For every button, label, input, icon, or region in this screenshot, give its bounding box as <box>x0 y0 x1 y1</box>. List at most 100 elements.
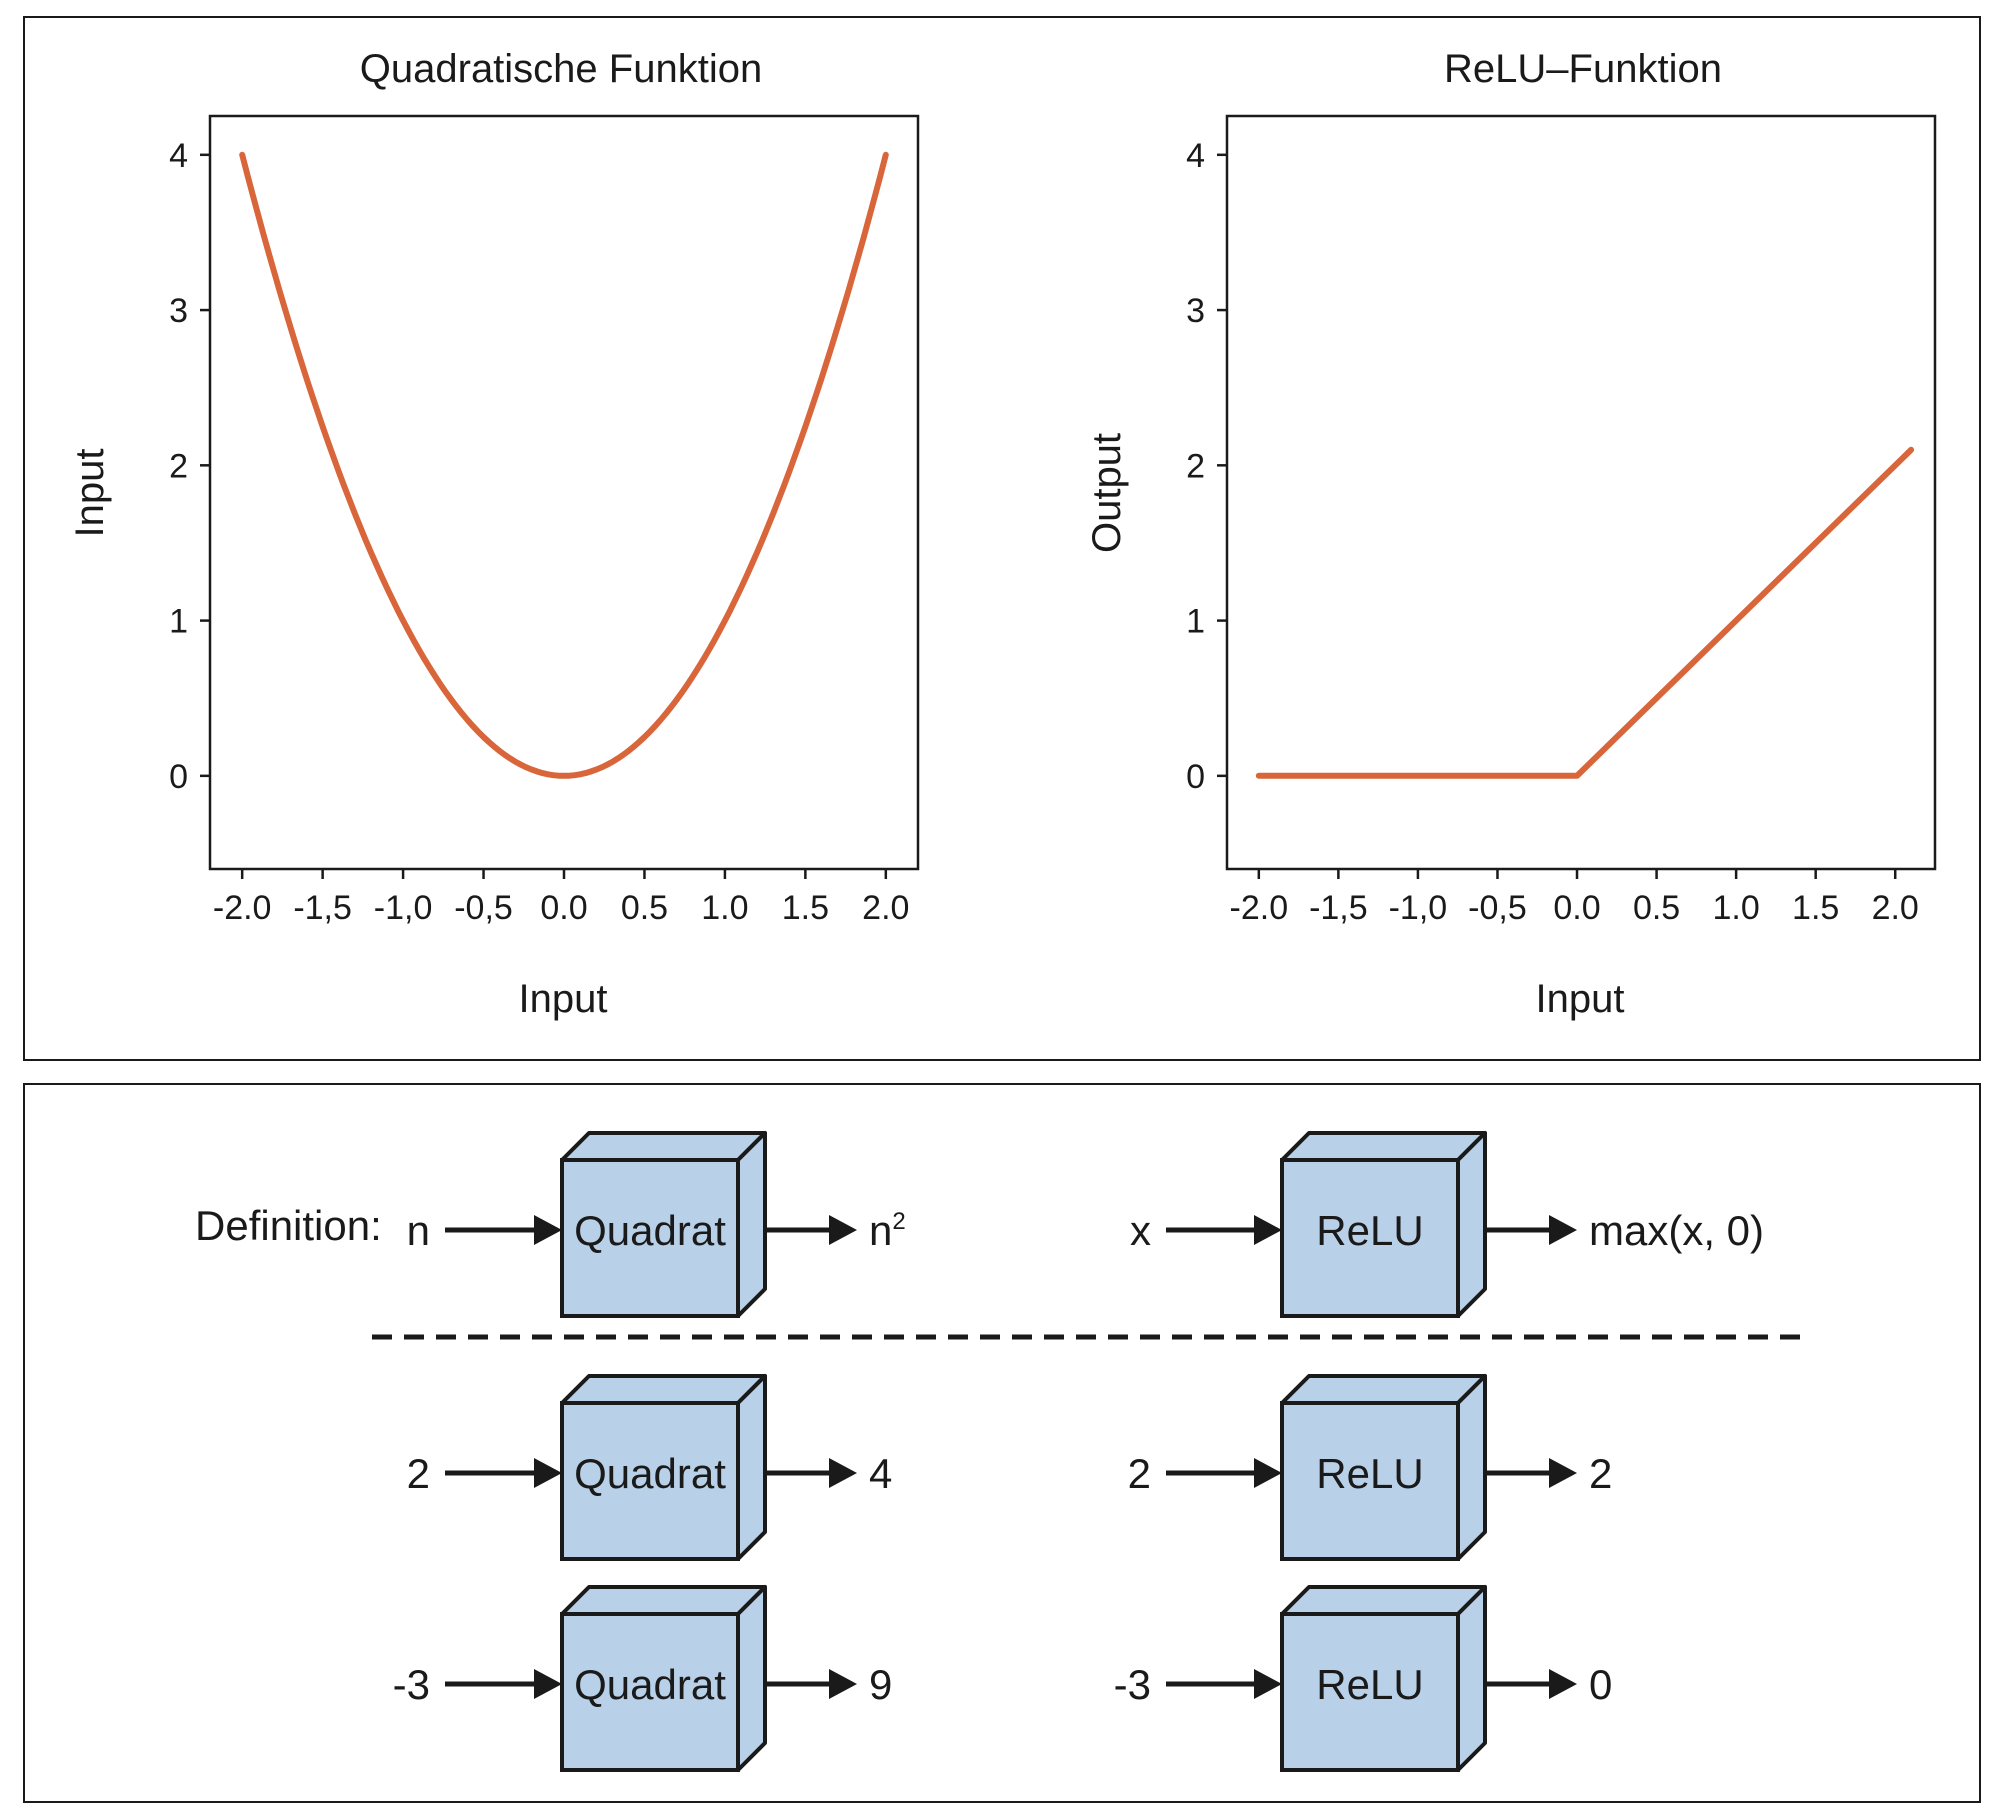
quadrat-box <box>560 1401 740 1561</box>
chart-quadratic-ytick-label: 1 <box>169 603 188 641</box>
chart-quadratic-ytick-label: 4 <box>169 137 188 175</box>
quadrat-box <box>560 1158 740 1318</box>
relu-output-arrowhead <box>1549 1215 1577 1245</box>
chart-quadratic-xtick-label: 0.5 <box>621 889 668 927</box>
chart-quadratic-ticks: -2.0 -1,5 -1,0 -0,5 0.0 0.5 1.0 1.5 2.0 0 1 2 3 4 <box>169 137 909 927</box>
relu-row-2: -3 ReLU 0 <box>1114 1585 1612 1772</box>
chart-relu-ytick-label: 1 <box>1186 603 1205 641</box>
function-diagram: Definition: n Quadrat n22 Quadrat 4-3 Quadrat… <box>195 1131 1812 1772</box>
quadrat-output-arrowhead <box>829 1215 857 1245</box>
chart-quadratic-ytick-label: 2 <box>169 447 188 485</box>
quadrat-output-arrowhead <box>829 1458 857 1488</box>
quadrat-input-arrowhead <box>534 1458 562 1488</box>
relu-box <box>1280 1612 1460 1772</box>
chart-quadratic-title: Quadratische Funktion <box>360 47 762 91</box>
chart-quadratic-xtick-label: -0,5 <box>454 889 513 927</box>
quadrat-input-arrowhead <box>534 1215 562 1245</box>
relu-box-label: ReLU <box>1316 1207 1423 1254</box>
diagram-panel <box>23 1083 1981 1803</box>
chart-relu-xtick-label: 1.0 <box>1712 889 1759 927</box>
chart-relu-xtick-label: 0.0 <box>1553 889 1600 927</box>
relu-box-label: ReLU <box>1316 1661 1423 1708</box>
quadrat-row-0: n Quadrat n2 <box>407 1131 906 1318</box>
quadrat-output-arrowhead <box>829 1669 857 1699</box>
relu-output-arrowhead <box>1549 1669 1577 1699</box>
chart-quadratic-ylabel: Input <box>68 449 112 538</box>
quadrat-output-superscript: 2 <box>892 1208 905 1235</box>
chart-quadratic-line <box>239 151 889 779</box>
quadrat-output-label: n2 <box>869 1207 906 1254</box>
relu-row-1: 2 ReLU 2 <box>1128 1374 1612 1561</box>
quadrat-output-label: 4 <box>869 1450 892 1497</box>
charts-panel <box>23 16 1981 1061</box>
quadrat-box-side <box>736 1374 767 1561</box>
chart-relu-xtick-label: 0.5 <box>1633 889 1680 927</box>
chart-quadratic-xtick-label: -2.0 <box>213 889 272 927</box>
chart-relu-xtick-label: 2.0 <box>1872 889 1919 927</box>
relu-output-label: 0 <box>1589 1661 1612 1708</box>
chart-quadratic-xtick-label: 0.0 <box>540 889 587 927</box>
relu-box-top <box>1280 1374 1487 1405</box>
relu-box-side <box>1456 1374 1487 1561</box>
quadrat-box-label: Quadrat <box>574 1661 726 1708</box>
chart-relu-ytick-label: 3 <box>1186 292 1205 330</box>
relu-box-label: ReLU <box>1316 1450 1423 1497</box>
quadrat-box-top <box>560 1585 767 1616</box>
chart-quadratic: Quadratische Funktion -2.0 -1,5 -1,0 -0,5 0.… <box>68 47 920 1021</box>
quadrat-row-2: -3 Quadrat 9 <box>393 1585 892 1772</box>
chart-relu-frame <box>1225 114 1937 871</box>
chart-quadratic-xtick-label: 1.5 <box>782 889 829 927</box>
relu-box-top <box>1280 1585 1487 1616</box>
quadrat-box-top <box>560 1131 767 1162</box>
relu-output-label: 2 <box>1589 1450 1612 1497</box>
relu-input-arrowhead <box>1254 1215 1282 1245</box>
quadrat-row-1: 2 Quadrat 4 <box>407 1374 892 1561</box>
quadrat-box-top <box>560 1374 767 1405</box>
chart-relu-ylabel: Output <box>1085 433 1129 553</box>
relu-row-0: x ReLU max(x, 0) <box>1130 1131 1764 1318</box>
chart-relu-title: ReLU–Funktion <box>1444 47 1722 91</box>
chart-relu-ytick-label: 2 <box>1186 447 1205 485</box>
relu-output-arrowhead <box>1549 1458 1577 1488</box>
relu-box-side <box>1456 1131 1487 1318</box>
chart-quadratic-xtick-label: 2.0 <box>862 889 909 927</box>
chart-relu-xlabel: Input <box>1536 977 1625 1021</box>
chart-quadratic-xtick-label: -1,0 <box>374 889 433 927</box>
definition-label: Definition: <box>195 1202 382 1249</box>
relu-box-side <box>1456 1585 1487 1772</box>
chart-relu-ytick-label: 0 <box>1186 758 1205 796</box>
chart-relu-xtick-label: 1.5 <box>1792 889 1839 927</box>
chart-quadratic-ytick-label: 3 <box>169 292 188 330</box>
chart-quadratic-xtick-label: -1,5 <box>293 889 352 927</box>
relu-input-label: x <box>1130 1207 1151 1254</box>
quadrat-input-label: n <box>407 1207 430 1254</box>
relu-box <box>1280 1401 1460 1561</box>
relu-output-label: max(x, 0) <box>1589 1207 1764 1254</box>
quadrat-box-side <box>736 1585 767 1772</box>
quadrat-box-label: Quadrat <box>574 1450 726 1497</box>
chart-quadratic-xtick-label: 1.0 <box>701 889 748 927</box>
relu-input-arrowhead <box>1254 1458 1282 1488</box>
chart-quadratic-ytick-label: 0 <box>169 758 188 796</box>
quadrat-box <box>560 1612 740 1772</box>
chart-relu-xtick-label: -1,5 <box>1309 889 1368 927</box>
chart-relu-line <box>1255 446 1915 779</box>
chart-relu-xtick-label: -0,5 <box>1468 889 1527 927</box>
relu-input-label: -3 <box>1114 1661 1151 1708</box>
quadrat-box-label: Quadrat <box>574 1207 726 1254</box>
chart-relu-ytick-label: 4 <box>1186 137 1205 175</box>
quadrat-input-arrowhead <box>534 1669 562 1699</box>
relu-box-top <box>1280 1131 1487 1162</box>
chart-quadratic-frame <box>208 114 920 871</box>
relu-input-label: 2 <box>1128 1450 1151 1497</box>
chart-relu-xtick-label: -1,0 <box>1389 889 1448 927</box>
chart-relu: ReLU–Funktion -2.0 -1,5 -1,0 -0,5 0.0 0.5 1.0 1… <box>1085 47 1937 1021</box>
chart-relu-ticks: -2.0 -1,5 -1,0 -0,5 0.0 0.5 1.0 1.5 2.0 0 1 2 3 4 <box>1186 137 1919 927</box>
relu-input-arrowhead <box>1254 1669 1282 1699</box>
relu-box <box>1280 1158 1460 1318</box>
chart-quadratic-xlabel: Input <box>519 977 608 1021</box>
quadrat-box-side <box>736 1131 767 1318</box>
quadrat-output-label: 9 <box>869 1661 892 1708</box>
quadrat-input-label: -3 <box>393 1661 430 1708</box>
